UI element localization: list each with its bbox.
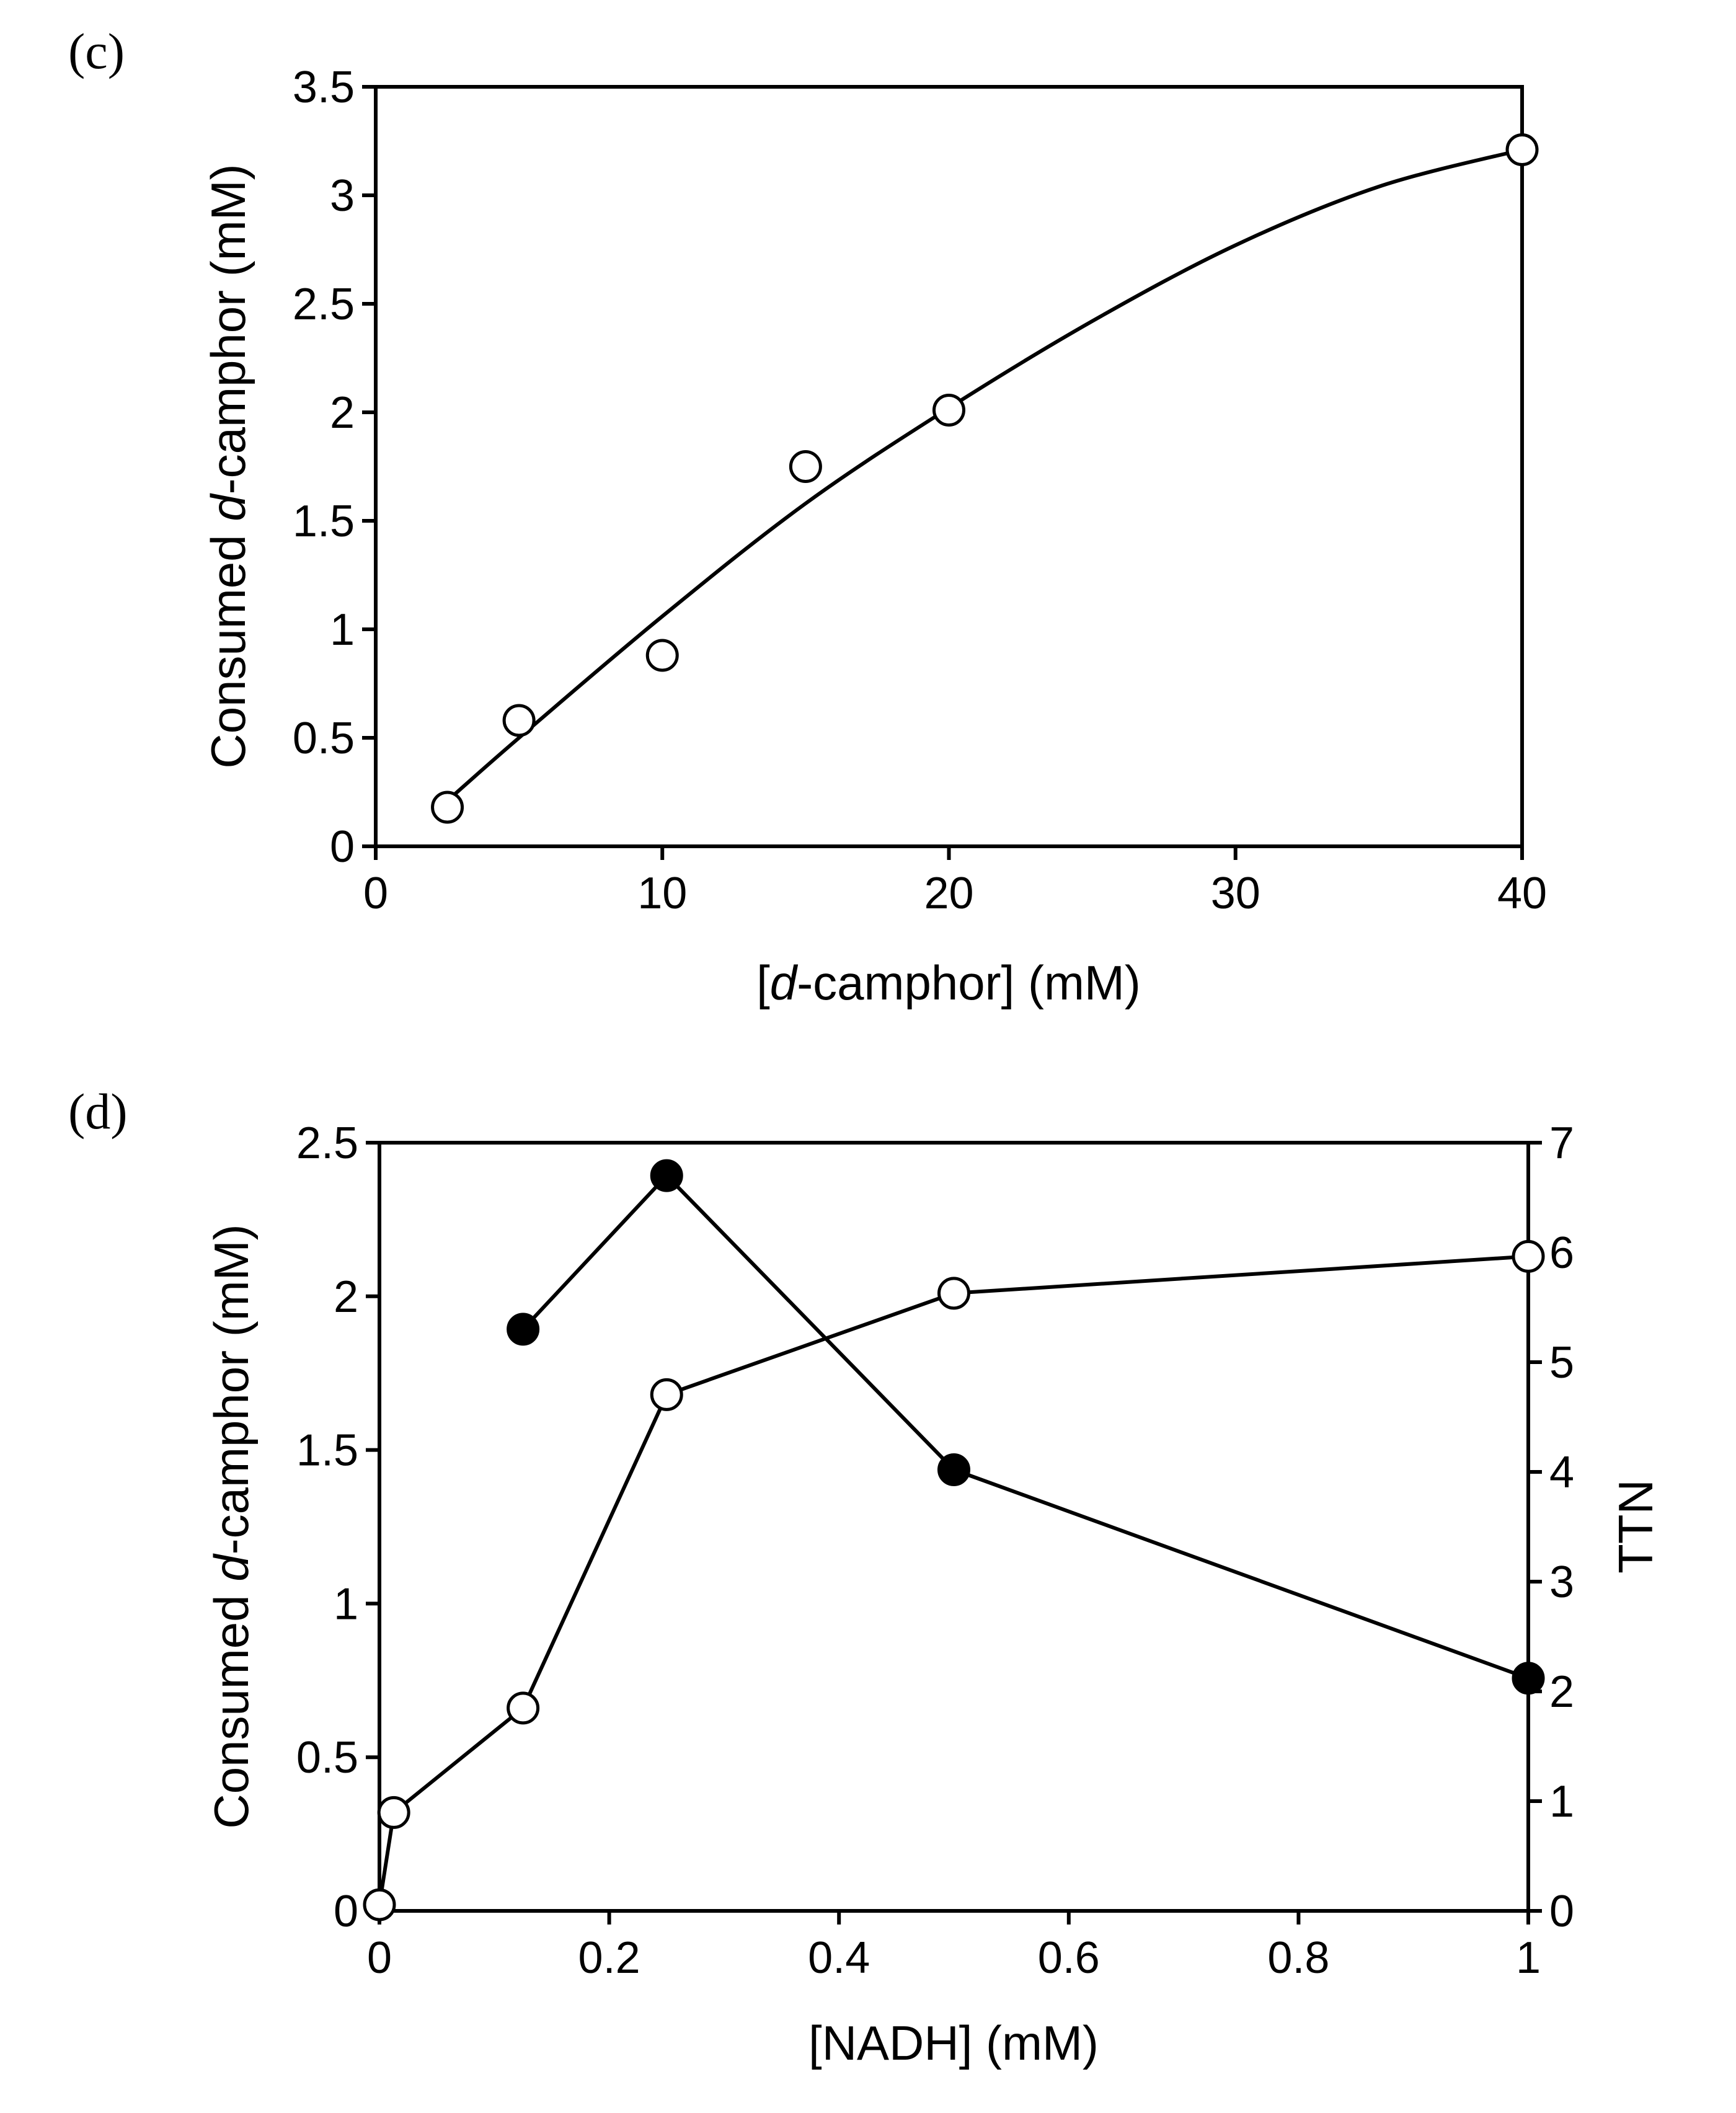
panel-d-y-axis-title: Consumed d-camphor (mM) <box>204 1224 259 1828</box>
panel-c-y-tick-label-3p5: 3.5 <box>293 63 355 112</box>
panel-d-x-tick-label-0p2: 0.2 <box>578 1933 640 1983</box>
panel-d-frame <box>378 1141 1530 1913</box>
panel-c-x-tick-label-10: 10 <box>637 869 687 918</box>
panel-d-ttn-point-3 <box>937 1453 970 1486</box>
panel-c-y-tick-label-1: 1 <box>330 605 355 655</box>
panel-c-plot-area <box>374 85 1524 848</box>
panel-d-consumed-point-1 <box>363 1888 396 1921</box>
panel-d-y-tick-label-2p5: 2.5 <box>296 1119 358 1168</box>
panel-c-fit-curve <box>446 148 1523 802</box>
panel-d-ttn-point-4 <box>1512 1662 1545 1695</box>
panel-c-y-ticks: 0 0.5 1 1.5 2 2.5 3 3.5 <box>293 63 376 872</box>
panel-d-consumed-markers <box>363 1239 1545 1921</box>
panel-c-y-tick-label-0p5: 0.5 <box>293 714 355 763</box>
panel-d-y-tick-label-2: 2 <box>334 1272 358 1322</box>
panel-d-ttn-markers <box>507 1159 1545 1695</box>
panel-d-y-tick-label-1p5: 1.5 <box>296 1426 358 1476</box>
panel-c-point-5 <box>932 394 965 427</box>
panel-d-y2-axis-title: TTN <box>1608 1479 1663 1574</box>
panel-d-x-ticks: 0 0.2 0.4 0.6 0.8 1 <box>367 1911 1541 1983</box>
panel-d-y-ticks: 0 0.5 1 1.5 2 2.5 <box>296 1119 379 1936</box>
panel-c-x-ticks: 0 10 20 30 40 <box>363 846 1547 918</box>
panel-c: (c) 0 10 20 30 40 0 0.5 1 1.5 2 2.5 3 3.5 [d-campho… <box>68 23 1547 1010</box>
panel-c-y-tick-label-3: 3 <box>330 171 355 221</box>
panel-d-consumed-point-6 <box>1512 1239 1545 1273</box>
panel-d-x-axis-title: [NADH] (mM) <box>808 2016 1099 2070</box>
panel-c-y-axis-title: Consumed d-camphor (mM) <box>201 164 255 768</box>
panel-d-y2-tick-label-1: 1 <box>1549 1777 1574 1827</box>
panel-d-y2-tick-label-0: 0 <box>1549 1887 1574 1936</box>
panel-c-frame <box>374 85 1524 848</box>
panel-d-series-consumed-line <box>378 1254 1529 1905</box>
panel-c-point-2 <box>502 704 536 737</box>
panel-d-consumed-point-2 <box>377 1796 410 1829</box>
panel-d-y2-tick-label-7: 7 <box>1549 1119 1574 1168</box>
panel-d-x-tick-label-1: 1 <box>1516 1933 1541 1983</box>
panel-c-x-tick-label-30: 30 <box>1211 869 1260 918</box>
panel-c-x-axis-title: [d-camphor] (mM) <box>756 955 1141 1010</box>
panel-d-x-tick-label-0p6: 0.6 <box>1038 1933 1100 1983</box>
panel-c-point-6 <box>1505 133 1539 166</box>
panel-d-ttn-point-1 <box>507 1313 540 1346</box>
panel-d-x-tick-label-0: 0 <box>367 1933 392 1983</box>
panel-c-y-tick-label-2p5: 2.5 <box>293 280 355 329</box>
panel-c-point-3 <box>645 639 679 672</box>
panel-c-x-tick-label-0: 0 <box>363 869 388 918</box>
panel-d-consumed-point-3 <box>507 1691 540 1725</box>
panel-d-y2-tick-label-4: 4 <box>1549 1448 1574 1497</box>
panel-d-y-tick-label-1: 1 <box>334 1579 358 1629</box>
panel-d-y2-tick-label-2: 2 <box>1549 1667 1574 1717</box>
panel-d-x-tick-label-0p8: 0.8 <box>1267 1933 1329 1983</box>
panel-d-y-tick-label-0: 0 <box>334 1887 358 1936</box>
panel-d-ttn-point-2 <box>650 1159 683 1192</box>
panel-c-point-1 <box>431 791 464 824</box>
panel-d-y-tick-label-0p5: 0.5 <box>296 1733 358 1783</box>
panel-d: (d) 0 0.2 0.4 0.6 0.8 1 00.511.522.5 01234567… <box>68 1083 1663 2070</box>
panel-c-point-4 <box>789 450 822 483</box>
panel-d-y2-tick-label-3: 3 <box>1549 1557 1574 1607</box>
panel-d-y2-tick-label-5: 5 <box>1549 1338 1574 1388</box>
panel-d-x-tick-label-0p4: 0.4 <box>808 1933 870 1983</box>
panel-d-y2-ticks: 0 1 2 3 4 5 6 7 <box>1528 1119 1574 1936</box>
panel-c-label: (c) <box>68 23 125 79</box>
panel-c-x-tick-label-40: 40 <box>1497 869 1547 918</box>
panel-d-consumed-point-4 <box>650 1378 683 1411</box>
panel-d-plot-area <box>378 1141 1530 1913</box>
panel-d-consumed-point-5 <box>937 1277 970 1310</box>
panel-c-y-tick-label-0: 0 <box>330 822 355 872</box>
panel-d-series-ttn-line <box>521 1172 1530 1680</box>
panel-c-x-tick-label-20: 20 <box>924 869 973 918</box>
panel-c-y-tick-label-2: 2 <box>330 388 355 438</box>
panel-d-label: (d) <box>68 1083 128 1140</box>
panel-d-y2-tick-label-6: 6 <box>1549 1228 1574 1278</box>
panel-c-markers <box>431 133 1539 824</box>
panel-c-y-tick-label-1p5: 1.5 <box>293 497 355 546</box>
